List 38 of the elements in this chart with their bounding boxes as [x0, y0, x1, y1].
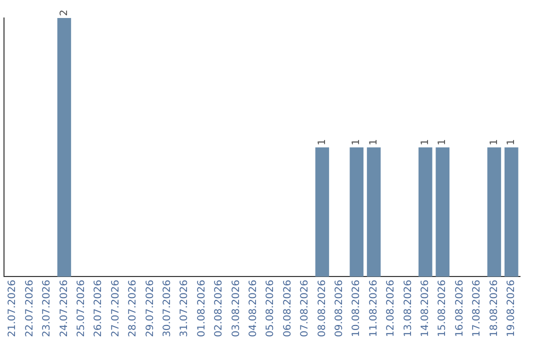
- x-tick-label: 19.08.2026: [506, 280, 517, 338]
- x-tick-label: 12.08.2026: [386, 280, 397, 338]
- x-tick-label: 28.07.2026: [128, 280, 139, 338]
- x-tick-label: 10.08.2026: [351, 280, 362, 338]
- x-tick-label: 03.08.2026: [230, 280, 242, 338]
- x-tick-label: 07.08.2026: [300, 280, 311, 338]
- data-label: 1: [420, 138, 431, 146]
- data-label: 1: [437, 138, 448, 146]
- x-tick-label: 23.07.2026: [42, 280, 53, 338]
- x-tick-label: 05.08.2026: [265, 280, 276, 338]
- data-label: 1: [488, 138, 500, 146]
- x-tick-label: 21.07.2026: [7, 280, 18, 338]
- x-tick-label: 06.08.2026: [282, 280, 294, 338]
- x-tick-label: 08.08.2026: [316, 280, 328, 338]
- x-tick-label: 29.07.2026: [144, 280, 156, 338]
- x-tick-label: 31.07.2026: [179, 280, 190, 338]
- x-tick-label: 26.07.2026: [93, 280, 104, 338]
- x-tick-label: 18.08.2026: [488, 280, 500, 338]
- x-tick-label: 01.08.2026: [196, 280, 208, 338]
- data-label: 1: [368, 138, 380, 146]
- x-tick-label: 09.08.2026: [334, 280, 345, 338]
- x-tick-label: 11.08.2026: [368, 280, 380, 338]
- x-tick-label: 30.07.2026: [162, 280, 173, 338]
- data-label: 1: [316, 138, 328, 146]
- x-tick-label: 15.08.2026: [437, 280, 448, 338]
- data-label: 1: [506, 138, 517, 146]
- x-tick-label: 25.07.2026: [76, 280, 87, 338]
- x-tick-label: 14.08.2026: [420, 280, 431, 338]
- x-tick-label: 04.08.2026: [248, 280, 259, 338]
- data-label: 2: [58, 10, 70, 16]
- x-tick-label: 17.08.2026: [472, 280, 483, 338]
- data-label: 1: [351, 138, 362, 146]
- x-tick-label: 22.07.2026: [24, 280, 36, 338]
- x-tick-label: 13.08.2026: [402, 280, 414, 338]
- x-tick-label: 02.08.2026: [214, 280, 225, 338]
- x-tick-label: 16.08.2026: [454, 280, 466, 338]
- x-tick-label: 27.07.2026: [110, 280, 122, 338]
- x-tick-label: 24.07.2026: [58, 280, 70, 338]
